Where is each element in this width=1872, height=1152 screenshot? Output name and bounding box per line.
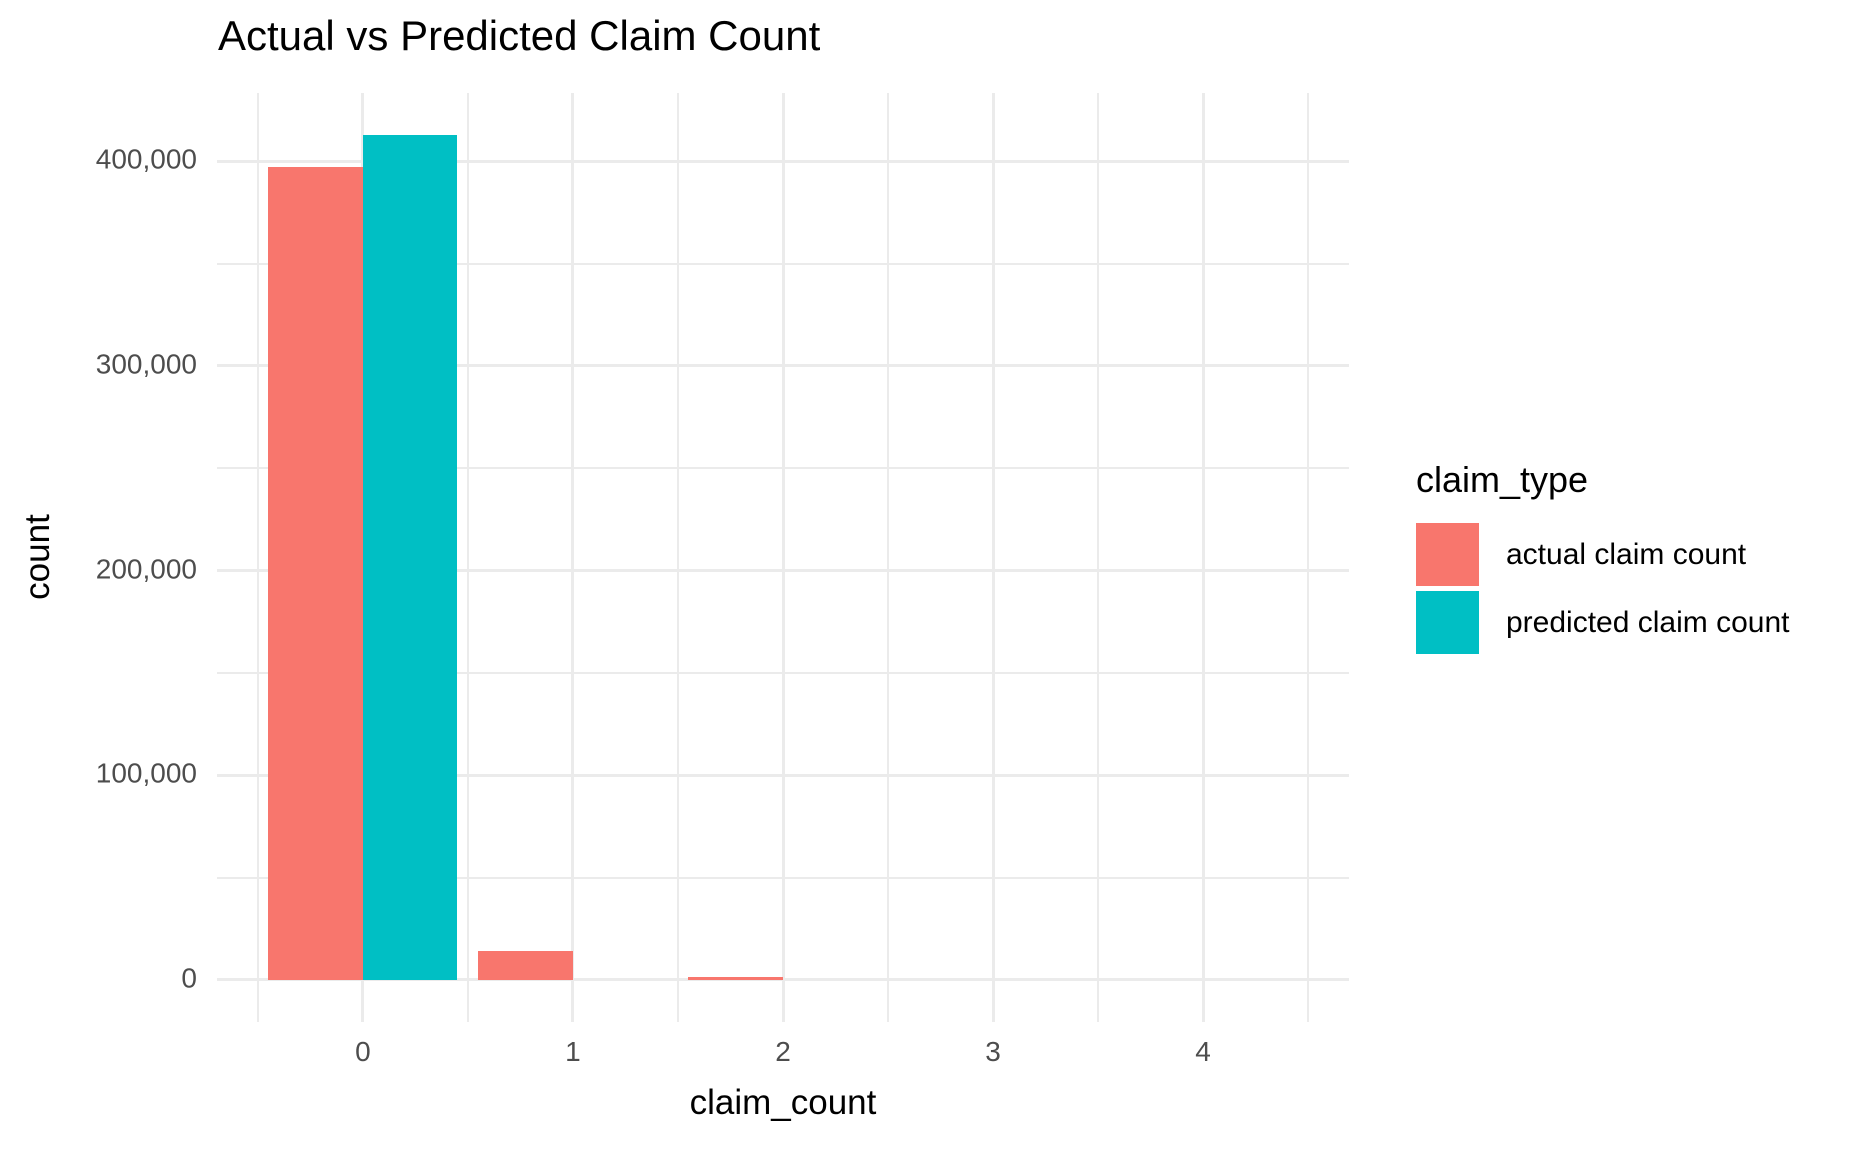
x-tick-label: 1 xyxy=(565,1036,581,1067)
x-tick-label: 2 xyxy=(775,1036,791,1067)
bar-actual-claim-count-x1 xyxy=(478,950,573,980)
y-tick-label: 400,000 xyxy=(95,144,197,176)
x-tick-label: 0 xyxy=(355,1036,371,1067)
x-tick-label: 4 xyxy=(1195,1036,1211,1067)
legend: claim_type actual claim count predicted … xyxy=(1416,458,1790,655)
y-tick-label: 200,000 xyxy=(95,553,197,585)
chart-title: Actual vs Predicted Claim Count xyxy=(218,12,821,59)
x-minor-gridline xyxy=(466,93,469,1022)
y-tick-label: 300,000 xyxy=(95,348,197,380)
legend-entries: actual claim count predicted claim count xyxy=(1416,523,1790,655)
y-tick-label: 0 xyxy=(181,962,197,994)
legend-label-actual: actual claim count xyxy=(1506,537,1747,571)
x-minor-gridline xyxy=(1097,93,1100,1022)
x-major-gridline xyxy=(571,93,575,1022)
legend-key-predicted-swatch xyxy=(1416,591,1479,655)
x-major-gridline xyxy=(991,93,995,1022)
y-tick-label: 100,000 xyxy=(95,757,197,789)
x-minor-gridline xyxy=(256,93,259,1022)
x-tick-label: 3 xyxy=(985,1036,1001,1067)
x-minor-gridline xyxy=(1307,93,1310,1022)
bar-predicted-claim-count-x0 xyxy=(362,134,458,980)
plot-panel xyxy=(217,93,1349,1022)
x-axis-title: claim_count xyxy=(689,1083,877,1122)
y-axis-title: count xyxy=(18,514,57,600)
x-minor-gridline xyxy=(676,93,679,1022)
x-minor-gridline xyxy=(887,93,889,1022)
x-major-gridline xyxy=(781,93,785,1022)
legend-key-actual-swatch xyxy=(1416,523,1479,587)
x-major-gridline xyxy=(1201,93,1205,1022)
legend-label-predicted: predicted claim count xyxy=(1506,605,1790,639)
bar-actual-claim-count-x0 xyxy=(268,167,363,980)
bar-actual-claim-count-x2 xyxy=(688,977,783,980)
legend-entry-predicted: predicted claim count xyxy=(1416,591,1790,655)
legend-entry-actual: actual claim count xyxy=(1416,523,1789,587)
legend-title: claim_type xyxy=(1416,459,1589,500)
